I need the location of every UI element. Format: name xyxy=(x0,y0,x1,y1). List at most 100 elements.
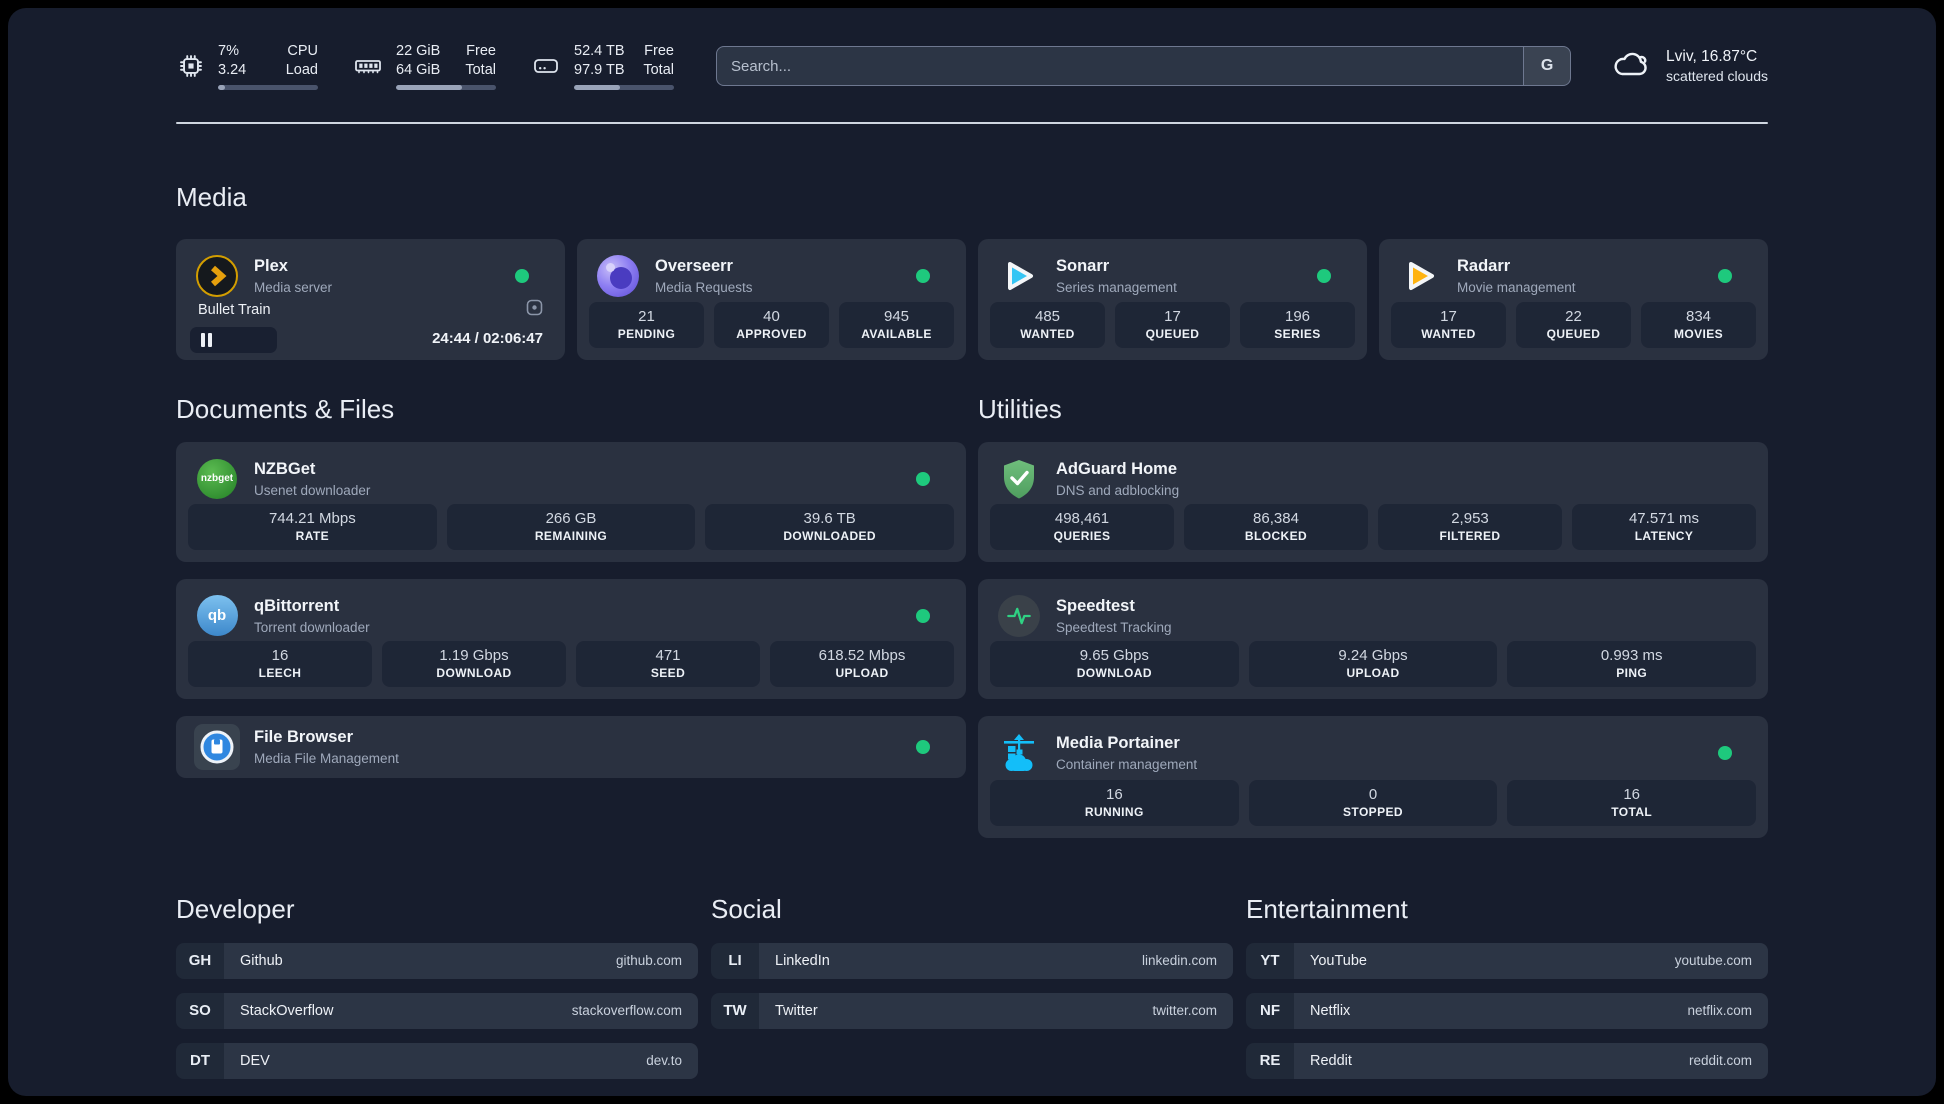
app-name: Speedtest xyxy=(1056,596,1135,615)
stat-wanted: 485 WANTED xyxy=(990,301,1105,348)
stat-latency: 47.571 ms LATENCY xyxy=(1572,503,1756,550)
stat-download: 9.65 Gbps DOWNLOAD xyxy=(990,640,1239,687)
bookmark-group-developer: Developer GH Github github.com SO StackOv… xyxy=(176,892,698,1079)
app-name: Sonarr xyxy=(1056,256,1110,275)
playback-progress-bar[interactable]: 24:44 / 02:06:47 xyxy=(190,326,551,353)
bookmark-name: Netflix xyxy=(1310,1002,1351,1019)
bookmark-youtube[interactable]: YT YouTube youtube.com xyxy=(1246,942,1768,979)
disk-total-value: 97.9 TB xyxy=(574,62,625,79)
service-card-sonarr[interactable]: Sonarr Series management 485 WANTED 17 QUE… xyxy=(978,238,1367,360)
bookmark-reddit[interactable]: RE Reddit reddit.com xyxy=(1246,1042,1768,1079)
load-label: Load xyxy=(285,62,318,79)
disk-free-label: Free xyxy=(644,43,674,60)
cpu-icon xyxy=(176,51,206,81)
bookmark-dev[interactable]: DT DEV dev.to xyxy=(176,1042,698,1079)
bookmark-abbr: SO xyxy=(176,992,224,1029)
stat-filtered: 2,953 FILTERED xyxy=(1378,503,1562,550)
service-card-filebrowser[interactable]: File Browser Media File Management xyxy=(176,715,966,778)
stat-blocked: 86,384 BLOCKED xyxy=(1184,503,1368,550)
app-name: Media Portainer xyxy=(1056,733,1180,752)
cpu-progress-bar xyxy=(218,85,318,90)
pause-icon[interactable] xyxy=(201,332,212,347)
app-description: Media server xyxy=(254,279,333,295)
app-description: Container management xyxy=(1056,756,1198,772)
filebrowser-icon xyxy=(194,723,240,770)
stat-upload: 618.52 Mbps UPLOAD xyxy=(770,640,954,687)
bookmark-linkedin[interactable]: LI LinkedIn linkedin.com xyxy=(711,942,1233,979)
bookmark-name: LinkedIn xyxy=(775,952,830,969)
stat-movies: 834 MOVIES xyxy=(1641,301,1756,348)
stat-upload: 9.24 Gbps UPLOAD xyxy=(1248,640,1498,687)
service-card-adguard[interactable]: AdGuard Home DNS and adblocking 498,461 Q… xyxy=(978,441,1768,562)
service-card-portainer[interactable]: Media Portainer Container management 16 R… xyxy=(978,715,1768,838)
app-description: Media File Management xyxy=(254,750,399,766)
service-card-nzbget[interactable]: nzbget NZBGet Usenet downloader 744.21 M… xyxy=(176,441,966,562)
app-description: Torrent downloader xyxy=(254,619,370,635)
stat-seed: 471 SEED xyxy=(576,640,760,687)
ram-free-label: Free xyxy=(466,43,496,60)
section-title-developer: Developer xyxy=(176,893,295,924)
bookmark-twitter[interactable]: TW Twitter twitter.com xyxy=(711,992,1233,1029)
service-card-speedtest[interactable]: Speedtest Speedtest Tracking 9.65 Gbps DO… xyxy=(978,578,1768,699)
disk-icon xyxy=(530,51,562,81)
app-description: Series management xyxy=(1056,279,1177,295)
stat-queued: 22 QUEUED xyxy=(1516,301,1631,348)
bookmark-abbr: TW xyxy=(711,992,759,1029)
ram-total-label: Total xyxy=(465,62,496,79)
stat-available: 945 AVAILABLE xyxy=(839,301,954,348)
stat-wanted: 17 WANTED xyxy=(1391,301,1506,348)
service-card-qbittorrent[interactable]: qb qBittorrent Torrent downloader 16 LEEC… xyxy=(176,578,966,699)
memory-widget: 22 GiB Free 64 GiB Total xyxy=(352,42,496,90)
section-title-media: Media xyxy=(176,181,247,212)
bookmark-netflix[interactable]: NF Netflix netflix.com xyxy=(1246,992,1768,1029)
service-card-overseerr[interactable]: Overseerr Media Requests 21 PENDING 40 APP… xyxy=(577,238,966,360)
bookmark-abbr: NF xyxy=(1246,992,1294,1029)
app-description: Media Requests xyxy=(655,279,753,295)
disk-free-value: 52.4 TB xyxy=(574,43,625,60)
bookmark-url: reddit.com xyxy=(1688,1053,1752,1068)
stat-leech: 16 LEECH xyxy=(188,640,372,687)
session-icon xyxy=(526,299,543,321)
stat-total: 16 TOTAL xyxy=(1507,779,1757,826)
stat-queued: 17 QUEUED xyxy=(1115,301,1230,348)
bookmark-abbr: GH xyxy=(176,942,224,979)
status-online-dot xyxy=(916,739,930,754)
service-card-plex[interactable]: Plex Media server Bullet Train xyxy=(176,238,565,360)
ram-icon xyxy=(352,51,384,81)
stat-download: 1.19 Gbps DOWNLOAD xyxy=(382,640,566,687)
search-bar: G xyxy=(716,46,1572,86)
stat-series: 196 SERIES xyxy=(1240,301,1355,348)
ram-free-value: 22 GiB xyxy=(396,43,441,60)
portainer-icon xyxy=(996,730,1042,776)
playback-time: 24:44 / 02:06:47 xyxy=(432,329,543,347)
weather-location-temp: Lviv, 16.87°C xyxy=(1666,47,1758,65)
section-title-social: Social xyxy=(711,893,782,924)
bookmark-name: StackOverflow xyxy=(240,1002,334,1019)
app-name: NZBGet xyxy=(254,459,316,478)
plex-icon xyxy=(194,253,240,299)
header-divider xyxy=(176,122,1768,124)
bookmark-stackoverflow[interactable]: SO StackOverflow stackoverflow.com xyxy=(176,992,698,1029)
service-card-radarr[interactable]: Radarr Movie management 17 WANTED 22 QUEUE… xyxy=(1379,238,1768,360)
bookmark-name: YouTube xyxy=(1310,952,1367,969)
bookmark-url: netflix.com xyxy=(1687,1003,1752,1018)
stat-ping: 0.993 ms PING xyxy=(1507,640,1757,687)
app-name: Radarr xyxy=(1457,256,1511,275)
dashboard: 7% CPU 3.24 Load 22 GiB Free 64 GiB Total xyxy=(8,8,1936,1096)
ram-total-value: 64 GiB xyxy=(396,62,441,79)
bookmark-url: github.com xyxy=(615,953,682,968)
app-name: AdGuard Home xyxy=(1056,459,1178,478)
bookmark-github[interactable]: GH Github github.com xyxy=(176,942,698,979)
search-engine-button[interactable]: G xyxy=(1523,47,1571,85)
cpu-usage-widget: 7% CPU 3.24 Load xyxy=(176,42,318,90)
stat-remaining: 266 GB REMAINING xyxy=(446,503,696,550)
cpu-value: 7% xyxy=(218,43,239,60)
ram-progress-bar xyxy=(396,85,496,90)
bookmark-url: stackoverflow.com xyxy=(571,1003,682,1018)
search-input[interactable] xyxy=(716,46,1572,86)
bookmark-name: DEV xyxy=(240,1052,270,1069)
status-online-dot xyxy=(1718,745,1732,760)
bookmark-group-entertainment: Entertainment YT YouTube youtube.com NF N… xyxy=(1246,892,1768,1079)
bookmark-abbr: YT xyxy=(1246,942,1294,979)
